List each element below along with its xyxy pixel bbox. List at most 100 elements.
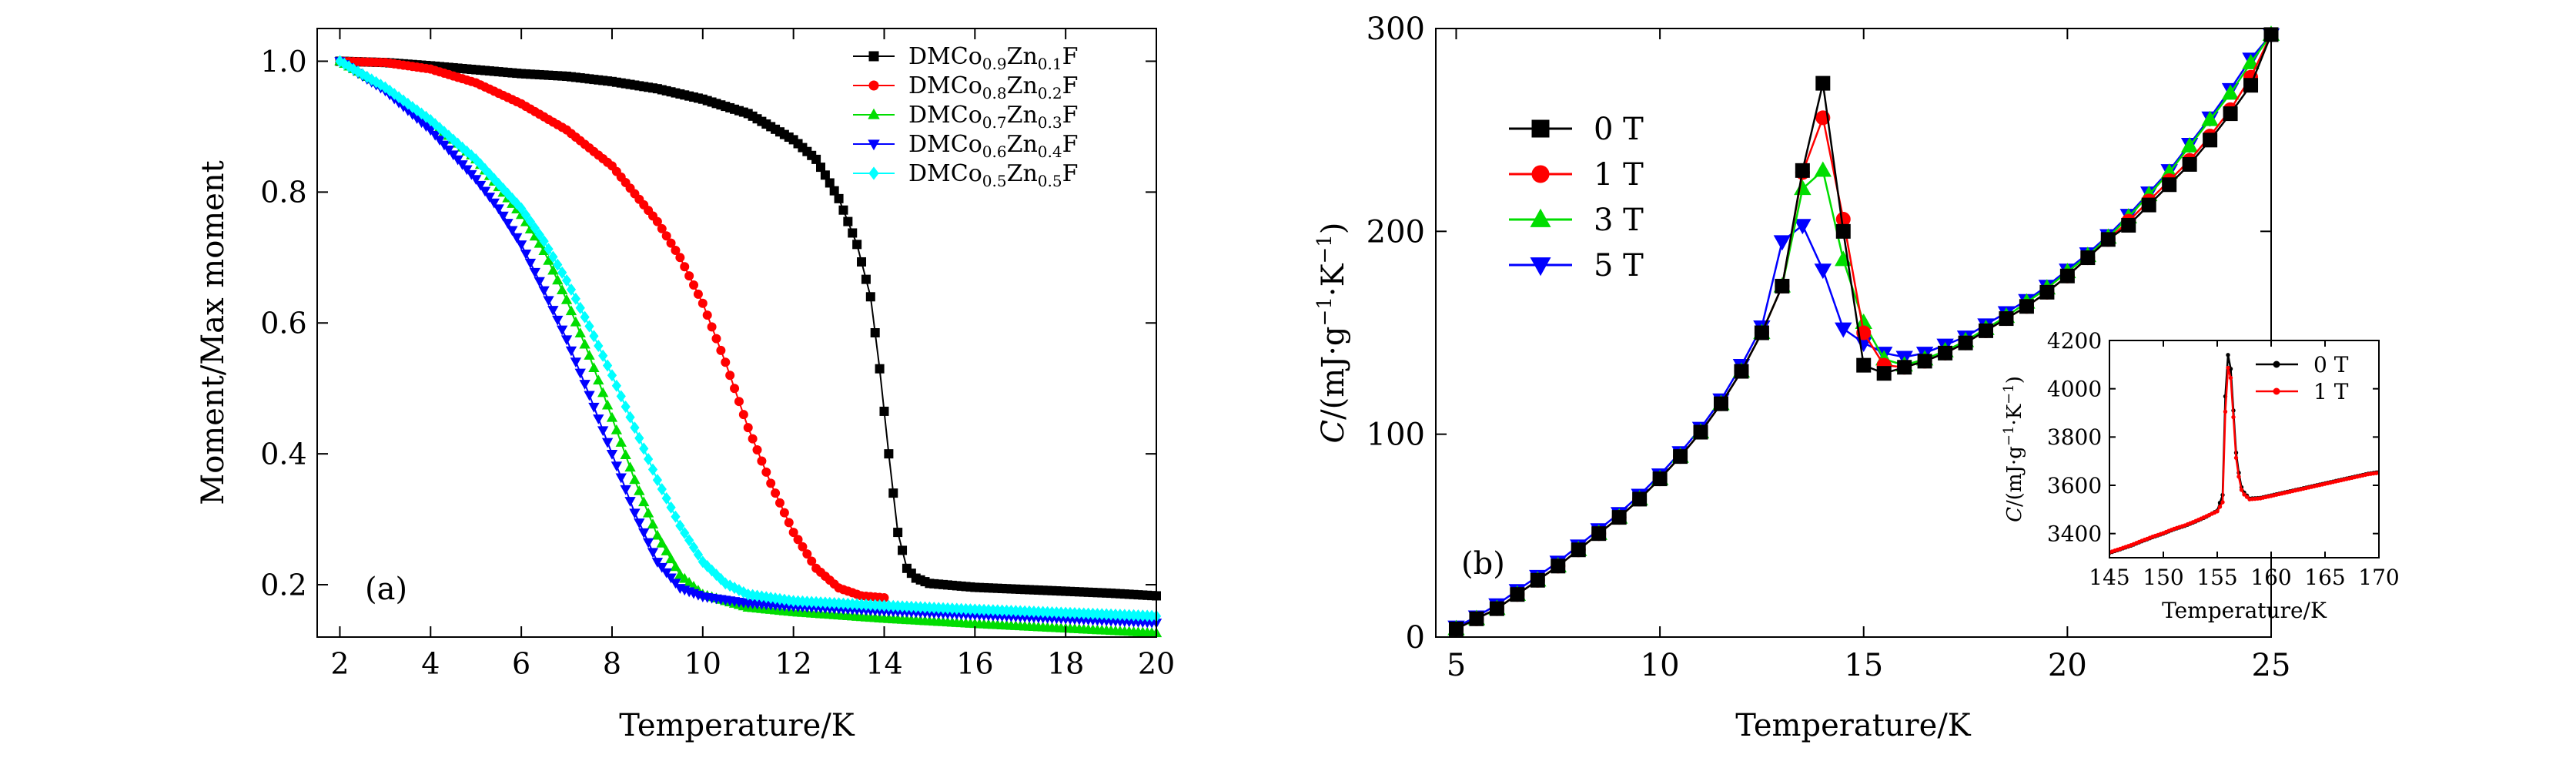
inset-y-axis-exp2: −1 <box>2001 384 2017 404</box>
legend-subscript: 0.5 <box>982 172 1007 190</box>
panel-b-data-point <box>1489 601 1504 616</box>
panel-a-data-point <box>865 292 875 302</box>
inset-y-tick-label: 4200 <box>2047 328 2102 354</box>
panel-a-data-point <box>560 293 573 304</box>
panel-a-data-point <box>620 449 631 460</box>
panel-a-x-tick-label: 16 <box>956 647 993 681</box>
panel-a-data-point <box>421 110 431 123</box>
panel-b-y-axis-exp1: −1 <box>1313 297 1337 326</box>
legend-text: Zn <box>1007 160 1038 187</box>
legend-text: DMCo <box>908 131 982 158</box>
panel-b-data-point <box>1632 491 1648 507</box>
inset-y-tick-label: 4000 <box>2047 376 2102 401</box>
panel-a-data-point <box>524 258 537 269</box>
panel-a-data-point <box>547 306 559 316</box>
panel-b-legend-marker <box>1531 119 1550 138</box>
panel-a-data-point <box>589 330 599 343</box>
panel-b-data-point <box>2059 268 2075 283</box>
panel-b-data-point <box>1917 354 1932 369</box>
panel-a-data-point <box>430 118 440 130</box>
panel-a-data-point <box>693 289 703 299</box>
panel-a-y-tick-label: 0.4 <box>260 437 306 471</box>
panel-b-data-point <box>1551 558 1566 574</box>
inset-x-tick-label: 165 <box>2304 565 2345 590</box>
panel-a-data-point <box>743 423 753 433</box>
panel-a-data-point <box>474 180 487 191</box>
panel-a-data-point <box>857 257 867 267</box>
panel-b-legend-label: 3 T <box>1594 203 1644 238</box>
panel-a-data-point <box>774 498 785 508</box>
panel-a-data-point <box>457 160 468 170</box>
panel-b-x-axis-label: Temperature/K <box>1735 708 1972 743</box>
panel-a-data-point <box>543 296 554 307</box>
panel-a-data-point <box>570 316 582 327</box>
panel-a-data-point <box>575 301 585 314</box>
panel-a-data-point <box>666 501 676 514</box>
inset-frame <box>2109 340 2380 558</box>
panel-a-data-point <box>344 60 354 73</box>
inset-legend-label: 0 T <box>2313 352 2349 377</box>
legend-text: DMCo <box>908 72 982 99</box>
panel-b-data-point <box>1510 587 1525 602</box>
panel-a-data-point <box>656 537 667 548</box>
panel-a-data-point <box>680 262 690 272</box>
panel-a-series-group <box>334 55 1163 638</box>
panel-b-data-point <box>2019 299 2034 314</box>
panel-a-data-point <box>721 357 731 367</box>
legend-text: DMCo <box>908 43 982 70</box>
panel-a-x-tick-label: 18 <box>1047 647 1084 681</box>
panel-a-data-point <box>680 526 690 539</box>
inset-data-point <box>2242 492 2246 497</box>
panel-a-data-point <box>671 510 681 523</box>
panel-a-data-point <box>879 406 889 416</box>
panel-a-data-point <box>503 187 513 200</box>
panel-a-x-tick-label: 4 <box>421 647 440 681</box>
panel-a-data-point <box>834 193 844 203</box>
panel-b-data-point <box>1835 322 1852 338</box>
panel-b-data-point <box>1673 449 1688 465</box>
panel-b-legend-marker <box>1530 257 1551 277</box>
panel-b-data-point <box>1876 366 1892 381</box>
panel-a-data-point <box>574 368 586 379</box>
inset-y-axis-symbol: C <box>2003 507 2026 522</box>
panel-b-data-point <box>1775 278 1790 293</box>
panel-a-data-point <box>584 320 594 333</box>
panel-b-data-point <box>2121 217 2136 233</box>
panel-a-data-point <box>601 438 614 448</box>
inset-legend-label: 1 T <box>2313 379 2349 404</box>
legend-text: F <box>1062 131 1079 158</box>
panel-a-data-point <box>639 442 649 455</box>
inset-y-axis-close: ) <box>2003 376 2026 384</box>
legend-text: Zn <box>1007 72 1038 99</box>
panel-a-data-point <box>688 541 699 554</box>
panel-b-data-point <box>1814 263 1832 280</box>
panel-a-data-point <box>616 390 626 403</box>
panel-a-data-point <box>661 545 672 555</box>
panel-b-data-point <box>1815 75 1831 91</box>
panel-a-data-point <box>684 534 694 547</box>
legend-text: F <box>1062 160 1079 187</box>
panel-a-data-point <box>447 150 459 161</box>
panel-a-legend: DMCo0.9Zn0.1FDMCo0.8Zn0.2FDMCo0.7Zn0.3FD… <box>853 43 1078 190</box>
legend-text: Zn <box>1007 131 1038 158</box>
legend-text: DMCo <box>908 160 982 187</box>
panel-a-data-point <box>483 193 496 203</box>
panel-a-data-point <box>525 215 536 228</box>
panel-a-y-tick-label: 0.6 <box>260 307 306 340</box>
inset-y-axis-unit: /(mJ·g <box>2003 446 2026 507</box>
panel-a-data-point <box>511 233 523 243</box>
panel-a-data-point <box>684 271 694 281</box>
panel-a-data-point <box>651 529 664 540</box>
panel-a-data-point <box>544 243 554 256</box>
panel-a-data-point <box>875 364 885 374</box>
panel-a-data-point <box>657 223 667 233</box>
panel-a-data-point <box>588 402 600 413</box>
panel-a-data-point <box>520 250 532 260</box>
legend-text: F <box>1062 102 1079 129</box>
panel-b-y-axis-label: C/(mJ·g−1·K−1) <box>1313 223 1351 444</box>
panel-a-data-point <box>547 264 559 275</box>
panel-a-data-point <box>520 209 531 222</box>
legend-text: F <box>1062 72 1079 99</box>
panel-b-x-tick-label: 20 <box>2048 648 2087 683</box>
panel-a-data-point <box>597 426 609 437</box>
